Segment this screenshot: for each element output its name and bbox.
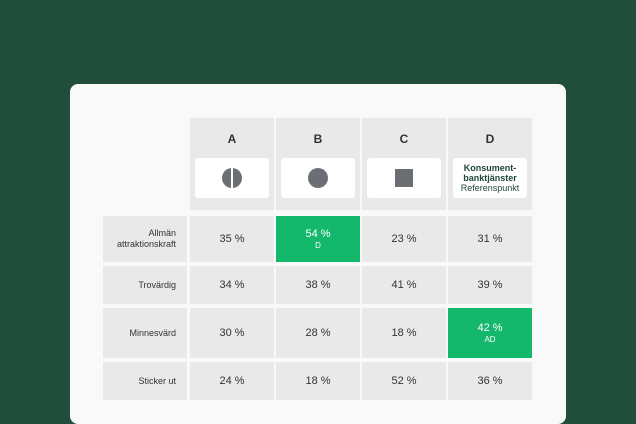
table-cell: 30 % <box>190 308 274 358</box>
table-cell: 31 % <box>448 216 532 262</box>
highlighted-cell: 42 % AD <box>448 308 532 358</box>
cell-value: 34 % <box>219 279 245 291</box>
column-letter: D <box>485 132 495 146</box>
table-cell: 52 % <box>362 362 446 400</box>
concept-a-box <box>195 158 269 198</box>
table-cell: 41 % <box>362 266 446 304</box>
column-header-b: B <box>276 118 360 210</box>
cell-value: 28 % <box>305 327 331 339</box>
concept-b-box <box>281 158 355 198</box>
table-cell: 39 % <box>448 266 532 304</box>
row-label-stands-out: Sticker ut <box>103 362 187 400</box>
highlighted-cell: 54 % D <box>276 216 360 262</box>
table-cell: 34 % <box>190 266 274 304</box>
cell-value: 38 % <box>305 279 331 291</box>
circle-icon <box>308 168 328 188</box>
table-cell: 18 % <box>362 308 446 358</box>
cell-value: 35 % <box>219 233 245 245</box>
row-label-appeal: Allmän attraktionskraft <box>103 216 187 262</box>
half-circle-icon <box>222 168 242 188</box>
column-letter: B <box>313 132 323 146</box>
column-header-a: A <box>190 118 274 210</box>
cell-value: 54 % <box>305 228 331 240</box>
reference-box: Konsument- banktjänster Referenspunkt <box>453 158 527 198</box>
reference-subtitle: Referenspunkt <box>460 183 520 193</box>
column-header-c: C <box>362 118 446 210</box>
cell-value: 39 % <box>477 279 503 291</box>
cell-value: 30 % <box>219 327 245 339</box>
column-letter: A <box>227 132 237 146</box>
cell-value: 36 % <box>477 375 503 387</box>
table-cell: 36 % <box>448 362 532 400</box>
row-label-text: Minnesvärd <box>129 327 176 338</box>
cell-value: 24 % <box>219 375 245 387</box>
table-cell: 24 % <box>190 362 274 400</box>
cell-value: 41 % <box>391 279 417 291</box>
row-label-text: Allmän attraktionskraft <box>116 228 176 249</box>
cell-value: 18 % <box>391 327 417 339</box>
column-letter: C <box>399 132 409 146</box>
table-cell: 23 % <box>362 216 446 262</box>
reference-name: Konsument- banktjänster <box>463 163 517 183</box>
cell-value: 31 % <box>477 233 503 245</box>
row-label-text: Trovärdig <box>138 279 176 290</box>
significance-tag: AD <box>484 335 496 344</box>
concept-c-box <box>367 158 441 198</box>
table-cell: 38 % <box>276 266 360 304</box>
row-label-text: Sticker ut <box>138 375 176 386</box>
table-cell: 35 % <box>190 216 274 262</box>
square-icon <box>395 169 413 187</box>
table-cell: 18 % <box>276 362 360 400</box>
cell-value: 23 % <box>391 233 417 245</box>
significance-tag: D <box>315 241 321 250</box>
row-label-credible: Trovärdig <box>103 266 187 304</box>
cell-value: 52 % <box>391 375 417 387</box>
column-header-d: D Konsument- banktjänster Referenspunkt <box>448 118 532 210</box>
cell-value: 18 % <box>305 375 331 387</box>
row-label-memorable: Minnesvärd <box>103 308 187 358</box>
cell-value: 42 % <box>477 322 503 334</box>
table-cell: 28 % <box>276 308 360 358</box>
